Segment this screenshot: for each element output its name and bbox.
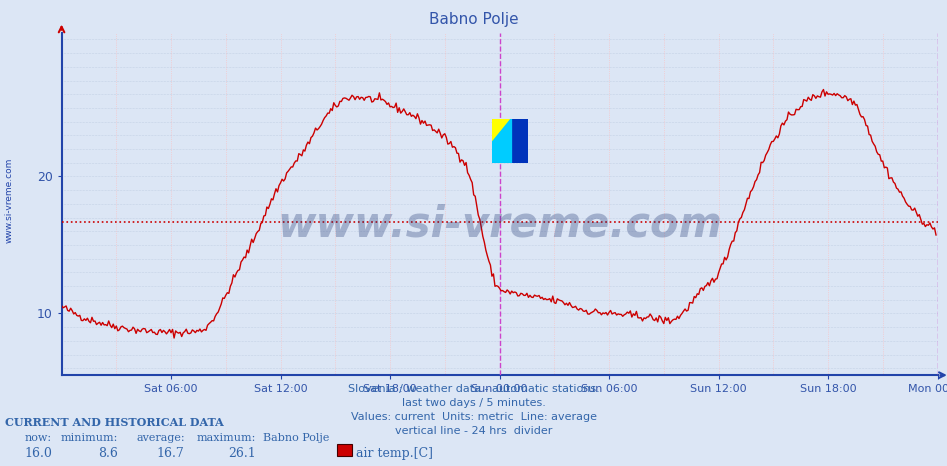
Polygon shape — [491, 118, 511, 143]
Text: Babno Polje: Babno Polje — [429, 12, 518, 27]
Text: Values: current  Units: metric  Line: average: Values: current Units: metric Line: aver… — [350, 412, 597, 422]
Text: 26.1: 26.1 — [228, 447, 256, 460]
Polygon shape — [491, 118, 511, 163]
Text: maximum:: maximum: — [196, 433, 256, 443]
Text: www.si-vreme.com: www.si-vreme.com — [277, 204, 722, 246]
Polygon shape — [491, 118, 527, 163]
Text: last two days / 5 minutes.: last two days / 5 minutes. — [402, 398, 545, 408]
Text: air temp.[C]: air temp.[C] — [356, 447, 433, 460]
Text: Slovenia / weather data - automatic stations.: Slovenia / weather data - automatic stat… — [348, 384, 599, 394]
Text: vertical line - 24 hrs  divider: vertical line - 24 hrs divider — [395, 426, 552, 436]
Text: 8.6: 8.6 — [98, 447, 118, 460]
Text: Babno Polje: Babno Polje — [263, 433, 330, 443]
Text: average:: average: — [136, 433, 185, 443]
Text: now:: now: — [25, 433, 52, 443]
Text: minimum:: minimum: — [61, 433, 118, 443]
Text: 16.7: 16.7 — [157, 447, 185, 460]
Text: www.si-vreme.com: www.si-vreme.com — [5, 158, 14, 243]
Text: CURRENT AND HISTORICAL DATA: CURRENT AND HISTORICAL DATA — [5, 417, 223, 428]
Text: 16.0: 16.0 — [25, 447, 52, 460]
